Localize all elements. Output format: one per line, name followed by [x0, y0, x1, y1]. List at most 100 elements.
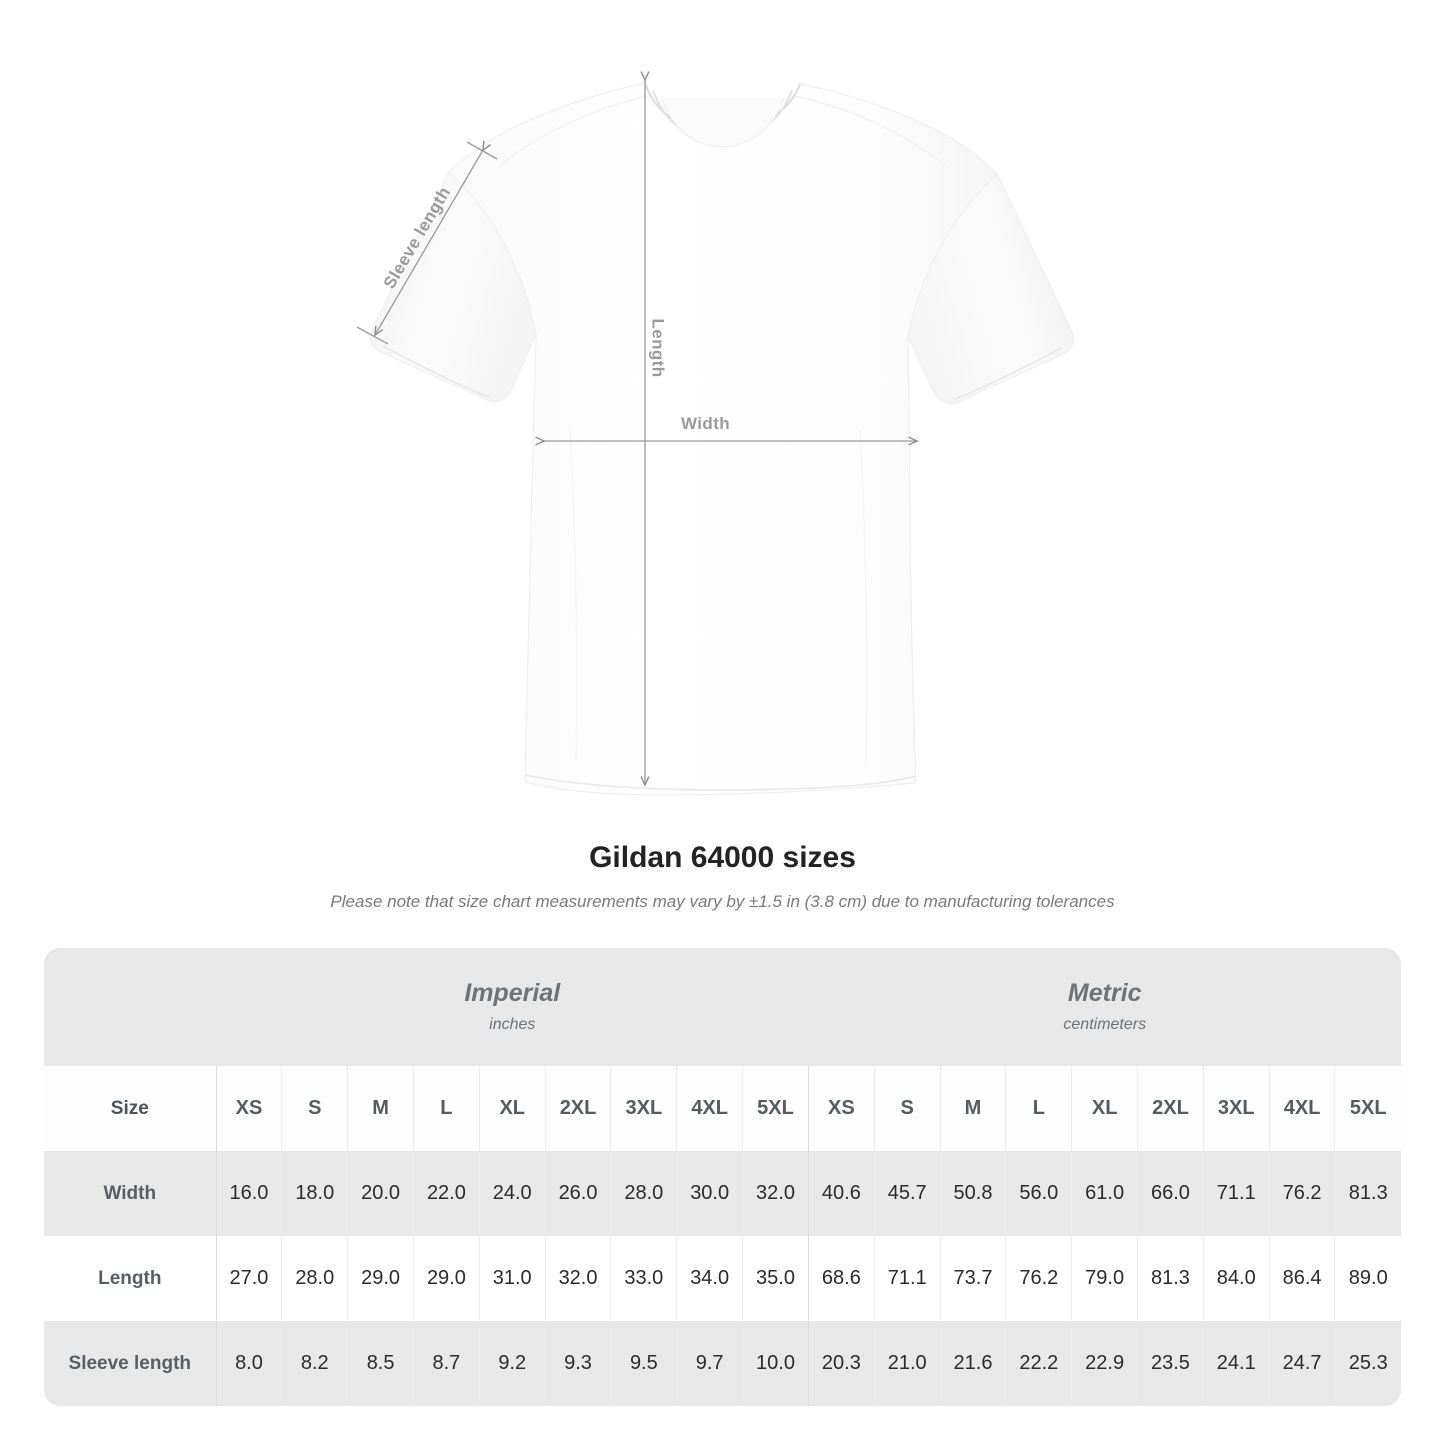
- table-row-length: Length 27.0 28.0 29.0 29.0 31.0 32.0 33.…: [44, 1236, 1401, 1321]
- cell-width-metric-S: 45.7: [873, 1151, 941, 1236]
- unit-group-imperial-name: Imperial: [464, 979, 561, 1008]
- cell-length-imperial-L: 29.0: [413, 1236, 480, 1321]
- cell-sleeve-metric-5XL: 25.3: [1334, 1321, 1401, 1406]
- cell-length-metric-L: 76.2: [1005, 1236, 1072, 1321]
- size-header-metric-M: M: [939, 1066, 1006, 1151]
- size-header-metric-XS: XS: [807, 1066, 875, 1151]
- cell-width-imperial-XS: 16.0: [215, 1151, 282, 1236]
- tshirt-shape: [369, 82, 1075, 796]
- row-label-width: Width: [44, 1151, 217, 1236]
- cell-sleeve-metric-L: 22.2: [1005, 1321, 1072, 1406]
- size-chart-table: Imperial inches Metric centimeters Size …: [44, 948, 1401, 1406]
- cell-sleeve-imperial-XL: 9.2: [478, 1321, 546, 1406]
- cell-length-metric-2XL: 81.3: [1137, 1236, 1204, 1321]
- cell-length-metric-M: 73.7: [939, 1236, 1006, 1321]
- cell-length-imperial-XS: 27.0: [215, 1236, 282, 1321]
- cell-sleeve-imperial-2XL: 9.3: [544, 1321, 611, 1406]
- size-header-metric-5XL: 5XL: [1334, 1066, 1401, 1151]
- cell-length-imperial-2XL: 32.0: [544, 1236, 611, 1321]
- cell-width-metric-4XL: 76.2: [1268, 1151, 1335, 1236]
- sleeve-tick-top: [466, 141, 498, 160]
- unit-group-imperial: Imperial inches: [216, 948, 809, 1066]
- cell-width-metric-XS: 40.6: [807, 1151, 875, 1236]
- cell-sleeve-imperial-4XL: 9.7: [676, 1321, 743, 1406]
- cell-width-metric-M: 50.8: [939, 1151, 1006, 1236]
- measurement-guides: [356, 71, 919, 787]
- unit-group-metric-name: Metric: [1067, 979, 1142, 1008]
- size-header-metric-2XL: 2XL: [1137, 1066, 1204, 1151]
- cell-length-imperial-S: 28.0: [281, 1236, 348, 1321]
- unit-header-row: Imperial inches Metric centimeters: [44, 948, 1401, 1066]
- size-header-label: Size: [44, 1066, 217, 1151]
- cell-length-metric-S: 71.1: [873, 1236, 941, 1321]
- cell-width-metric-L: 56.0: [1005, 1151, 1072, 1236]
- width-label: Width: [681, 414, 731, 433]
- cell-length-imperial-4XL: 34.0: [676, 1236, 743, 1321]
- size-header-metric-4XL: 4XL: [1268, 1066, 1335, 1151]
- cell-sleeve-metric-4XL: 24.7: [1268, 1321, 1335, 1406]
- size-header-row: Size XS S M L XL 2XL 3XL 4XL 5XL XS S M …: [44, 1066, 1401, 1151]
- tshirt-diagram-svg: [356, 71, 1075, 796]
- cell-sleeve-imperial-S: 8.2: [281, 1321, 348, 1406]
- size-header-imperial-M: M: [347, 1066, 414, 1151]
- size-header-imperial-5XL: 5XL: [742, 1066, 809, 1151]
- title-block: Gildan 64000 sizes Please note that size…: [0, 840, 1445, 912]
- cell-sleeve-imperial-XS: 8.0: [215, 1321, 282, 1406]
- size-header-imperial-2XL: 2XL: [544, 1066, 611, 1151]
- size-header-imperial-S: S: [281, 1066, 348, 1151]
- cell-length-imperial-5XL: 35.0: [742, 1236, 809, 1321]
- cell-length-imperial-M: 29.0: [347, 1236, 414, 1321]
- cell-width-imperial-4XL: 30.0: [676, 1151, 743, 1236]
- tshirt-illustration: Sleeve length Length Width: [356, 71, 1075, 796]
- cell-sleeve-metric-S: 21.0: [873, 1321, 941, 1406]
- tolerance-note: Please note that size chart measurements…: [330, 892, 1115, 911]
- unit-header-spacer: [44, 948, 217, 1066]
- unit-group-imperial-sub: inches: [489, 1016, 536, 1034]
- length-label: Length: [648, 318, 668, 378]
- size-chart-table-wrap: Imperial inches Metric centimeters Size …: [44, 948, 1401, 1406]
- cell-width-imperial-S: 18.0: [281, 1151, 348, 1236]
- cell-length-imperial-XL: 31.0: [478, 1236, 546, 1321]
- unit-group-metric-sub: centimeters: [1063, 1016, 1147, 1034]
- cell-width-imperial-2XL: 26.0: [544, 1151, 611, 1236]
- sleeve-length-arrow: [374, 140, 492, 337]
- cell-sleeve-metric-XS: 20.3: [807, 1321, 875, 1406]
- cell-sleeve-imperial-M: 8.5: [347, 1321, 414, 1406]
- cell-width-imperial-5XL: 32.0: [742, 1151, 809, 1236]
- size-header-imperial-L: L: [413, 1066, 480, 1151]
- cell-width-imperial-M: 20.0: [347, 1151, 414, 1236]
- cell-length-metric-3XL: 84.0: [1202, 1236, 1270, 1321]
- size-header-metric-XL: XL: [1071, 1066, 1138, 1151]
- cell-width-metric-3XL: 71.1: [1202, 1151, 1270, 1236]
- cell-width-imperial-XL: 24.0: [478, 1151, 546, 1236]
- cell-width-metric-2XL: 66.0: [1137, 1151, 1204, 1236]
- cell-length-metric-XL: 79.0: [1071, 1236, 1138, 1321]
- cell-length-imperial-3XL: 33.0: [610, 1236, 677, 1321]
- table-row-width: Width 16.0 18.0 20.0 22.0 24.0 26.0 28.0…: [44, 1151, 1401, 1236]
- cell-sleeve-metric-XL: 22.9: [1071, 1321, 1138, 1406]
- size-header-metric-L: L: [1005, 1066, 1072, 1151]
- cell-width-imperial-3XL: 28.0: [610, 1151, 677, 1236]
- size-header-imperial-4XL: 4XL: [676, 1066, 743, 1151]
- cell-width-metric-5XL: 81.3: [1334, 1151, 1401, 1236]
- size-header-metric-S: S: [873, 1066, 941, 1151]
- sleeve-tick-bottom: [356, 326, 389, 345]
- unit-group-metric: Metric centimeters: [808, 948, 1401, 1066]
- cell-sleeve-imperial-3XL: 9.5: [610, 1321, 677, 1406]
- cell-width-imperial-L: 22.0: [413, 1151, 480, 1236]
- cell-sleeve-imperial-L: 8.7: [413, 1321, 480, 1406]
- size-header-metric-3XL: 3XL: [1202, 1066, 1270, 1151]
- size-header-imperial-XS: XS: [215, 1066, 282, 1151]
- cell-sleeve-imperial-5XL: 10.0: [742, 1321, 809, 1406]
- row-label-sleeve-length: Sleeve length: [44, 1321, 217, 1406]
- cell-width-metric-XL: 61.0: [1071, 1151, 1138, 1236]
- row-label-length: Length: [44, 1236, 217, 1321]
- table-row-sleeve-length: Sleeve length 8.0 8.2 8.5 8.7 9.2 9.3 9.…: [44, 1321, 1401, 1406]
- size-header-imperial-3XL: 3XL: [610, 1066, 677, 1151]
- cell-length-metric-5XL: 89.0: [1334, 1236, 1401, 1321]
- cell-length-metric-XS: 68.6: [807, 1236, 875, 1321]
- size-header-imperial-XL: XL: [478, 1066, 546, 1151]
- cell-sleeve-metric-M: 21.6: [939, 1321, 1006, 1406]
- page-title: Gildan 64000 sizes: [589, 841, 856, 874]
- cell-sleeve-metric-2XL: 23.5: [1137, 1321, 1204, 1406]
